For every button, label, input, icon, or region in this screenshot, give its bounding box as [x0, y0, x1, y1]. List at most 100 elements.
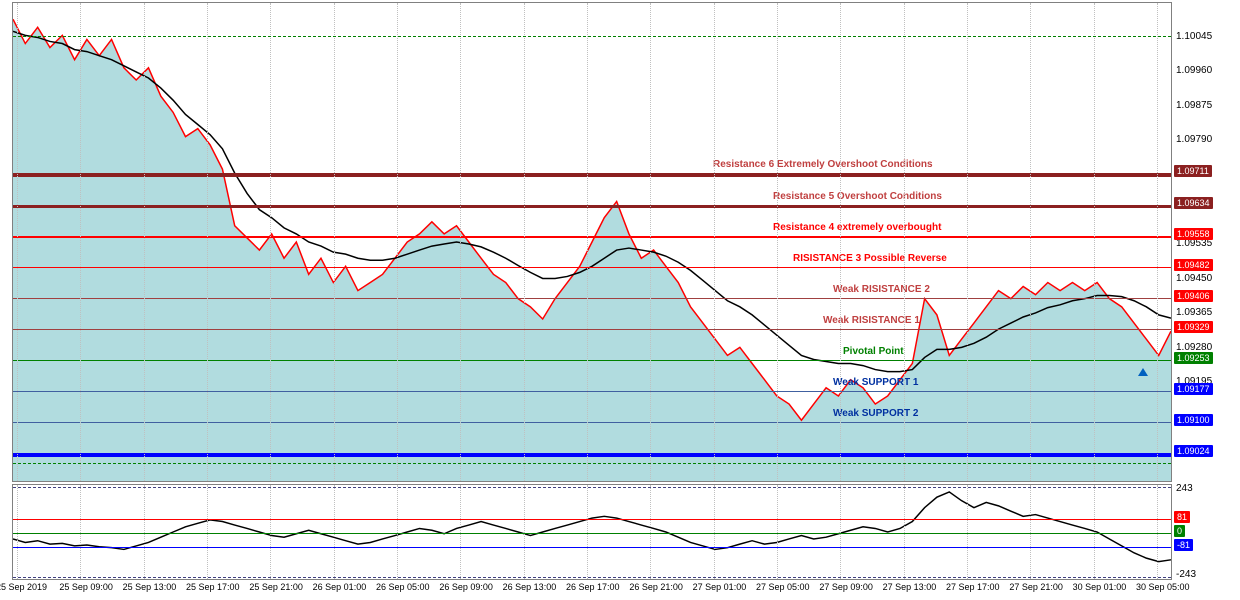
y-tick-label: 1.09960	[1176, 65, 1212, 76]
y-level-box: 1.09482	[1174, 259, 1213, 271]
x-tick-label: 25 Sep 21:00	[249, 582, 303, 592]
grid-vline	[460, 3, 461, 481]
y-tick-label: 1.09535	[1176, 238, 1212, 249]
x-tick-label: 27 Sep 09:00	[819, 582, 873, 592]
grid-vline	[650, 485, 651, 579]
level-label: Weak RISISTANCE 1	[823, 315, 920, 326]
grid-vline	[587, 3, 588, 481]
grid-vline	[524, 485, 525, 579]
grid-vline	[840, 3, 841, 481]
grid-vline	[840, 485, 841, 579]
grid-vline	[650, 3, 651, 481]
price-level-line	[13, 422, 1171, 423]
x-tick-label: 27 Sep 01:00	[693, 582, 747, 592]
x-axis: 25 Sep 201925 Sep 09:0025 Sep 13:0025 Se…	[12, 582, 1172, 598]
level-label: Weak RISISTANCE 2	[833, 284, 930, 295]
y-level-box: 1.09024	[1174, 445, 1213, 457]
grid-vline	[1157, 3, 1158, 481]
price-level-line	[13, 329, 1171, 330]
price-level-line	[13, 173, 1171, 177]
indicator-level-line	[13, 533, 1171, 534]
price-svg	[13, 3, 1171, 481]
dashed-channel-line	[13, 463, 1171, 464]
y-axis-sub: 243-243810-81	[1174, 484, 1238, 580]
y-tick-label: 1.09875	[1176, 100, 1212, 111]
x-tick-label: 26 Sep 13:00	[503, 582, 557, 592]
level-label: Resistance 5 Overshoot Conditions	[773, 191, 942, 202]
y-level-box: 1.09406	[1174, 290, 1213, 302]
indicator-chart[interactable]	[12, 484, 1172, 580]
grid-vline	[334, 3, 335, 481]
grid-vline	[714, 485, 715, 579]
grid-vline	[1157, 485, 1158, 579]
main-price-chart[interactable]: Resistance 6 Extremely Overshoot Conditi…	[12, 2, 1172, 482]
level-label: Resistance 6 Extremely Overshoot Conditi…	[713, 159, 933, 170]
grid-vline	[80, 485, 81, 579]
y-level-box: 1.09177	[1174, 383, 1213, 395]
price-arrow-icon	[1138, 368, 1148, 376]
grid-vline	[904, 3, 905, 481]
y-tick-label: 1.09450	[1176, 273, 1212, 284]
grid-vline	[1094, 3, 1095, 481]
grid-vline	[967, 485, 968, 579]
chart-container: EURUSD+ M30 1.09308 1.09323 1.09308 1.09…	[0, 0, 1240, 600]
level-label: Weak SUPPORT 2	[833, 408, 918, 419]
grid-vline	[397, 3, 398, 481]
grid-vline	[207, 485, 208, 579]
y-level-box: 1.09711	[1174, 165, 1212, 177]
y-tick-label: -243	[1176, 569, 1196, 580]
grid-vline	[587, 485, 588, 579]
grid-vline	[80, 3, 81, 481]
y-level-box: 1.09253	[1174, 352, 1213, 364]
x-tick-label: 26 Sep 09:00	[439, 582, 493, 592]
grid-vline	[714, 3, 715, 481]
y-tick-label: 1.09365	[1176, 307, 1212, 318]
price-level-line	[13, 236, 1171, 238]
y-tick-label: 1.10045	[1176, 31, 1212, 42]
x-tick-label: 30 Sep 05:00	[1136, 582, 1190, 592]
sub-dash-bot	[13, 577, 1171, 578]
grid-vline	[777, 485, 778, 579]
grid-vline	[524, 3, 525, 481]
x-tick-label: 25 Sep 13:00	[123, 582, 177, 592]
price-level-line	[13, 298, 1171, 299]
level-label: Pivotal Point	[843, 346, 904, 357]
y-level-box: -81	[1174, 539, 1193, 551]
indicator-level-line	[13, 519, 1171, 520]
price-level-line	[13, 205, 1171, 208]
y-axis-main: 1.10045 1.09960 1.09875 1.09790 1.09535 1.094…	[1174, 2, 1238, 482]
x-tick-label: 26 Sep 01:00	[313, 582, 367, 592]
price-level-line	[13, 391, 1171, 392]
level-label: RISISTANCE 3 Possible Reverse	[793, 253, 947, 264]
grid-vline	[397, 485, 398, 579]
indicator-svg	[13, 485, 1171, 579]
y-tick-label: 1.09790	[1176, 134, 1212, 145]
x-tick-label: 26 Sep 21:00	[629, 582, 683, 592]
grid-vline	[270, 3, 271, 481]
price-level-line	[13, 360, 1171, 361]
grid-vline	[17, 485, 18, 579]
x-tick-label: 27 Sep 21:00	[1009, 582, 1063, 592]
indicator-level-line	[13, 547, 1171, 548]
x-tick-label: 26 Sep 05:00	[376, 582, 430, 592]
y-level-box: 1.09100	[1174, 414, 1213, 426]
grid-vline	[17, 3, 18, 481]
grid-vline	[270, 485, 271, 579]
x-tick-label: 30 Sep 01:00	[1073, 582, 1127, 592]
grid-vline	[1094, 485, 1095, 579]
grid-vline	[1030, 3, 1031, 481]
x-tick-label: 27 Sep 17:00	[946, 582, 1000, 592]
x-tick-label: 26 Sep 17:00	[566, 582, 620, 592]
price-level-line	[13, 267, 1171, 268]
y-level-box: 1.09558	[1174, 228, 1213, 240]
x-tick-label: 25 Sep 09:00	[59, 582, 113, 592]
x-tick-label: 27 Sep 05:00	[756, 582, 810, 592]
grid-vline	[1030, 485, 1031, 579]
x-tick-label: 27 Sep 13:00	[883, 582, 937, 592]
sub-dash-top	[13, 487, 1171, 488]
x-tick-label: 25 Sep 2019	[0, 582, 47, 592]
grid-vline	[904, 485, 905, 579]
y-level-box: 1.09634	[1174, 197, 1213, 209]
grid-vline	[144, 3, 145, 481]
grid-vline	[967, 3, 968, 481]
